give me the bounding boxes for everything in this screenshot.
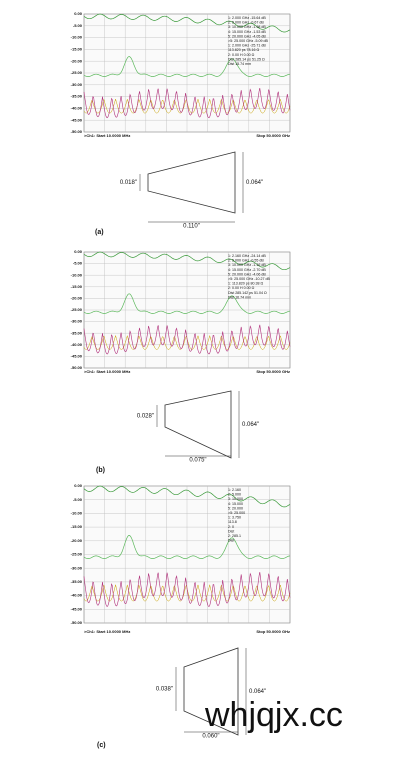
y-tick-label: -15.00 [71, 46, 83, 51]
y-tick-label: -20.00 [71, 538, 83, 543]
y-tick-label: -30.00 [71, 319, 83, 324]
dim-label: 0.064" [246, 180, 263, 186]
y-tick-label: -25.00 [71, 70, 83, 75]
y-tick-label: -30.00 [71, 82, 83, 87]
trace [83, 13, 291, 33]
marker-readout: 2: 5.000 GHz -0.67 dB [228, 21, 264, 25]
y-tick-label: -10.00 [71, 510, 83, 515]
marker-readout: Dist 15.74 mm [228, 62, 251, 66]
y-tick-label: -25.00 [71, 552, 83, 557]
marker-readout: >5: 25.000 GHz -10.27 dB [228, 277, 270, 281]
marker-readout: 3: 10.000 GHz -1.98 dB [228, 25, 266, 29]
marker-readout: 1: 2.160 [228, 488, 241, 492]
start-label: >Ch1: Start 10.0000 MHz [84, 629, 130, 634]
y-tick-label: -15.00 [71, 524, 83, 529]
stop-label: Stop 50.0000 GHz [256, 133, 290, 138]
marker-readout: 4: 15.000 [228, 502, 243, 506]
marker-readout: 113.8 [228, 520, 237, 524]
marker-readout: 2: 0.00 H 0.00 Ω [228, 286, 255, 290]
y-tick-label: -35.00 [71, 579, 83, 584]
y-tick-label: -45.00 [71, 353, 83, 358]
marker-readout: 2: 5.000 [228, 493, 241, 497]
marker-readout: Dist [228, 529, 234, 533]
dim-label: 0.018" [120, 180, 137, 186]
marker-readout: 2: 5.000 GHz -0.55 dB [228, 259, 264, 263]
marker-readout: Dist 285.14 ps 51.25 Ω [228, 57, 265, 61]
marker-readout: 3: 10.000 [228, 497, 243, 501]
marker-readout: 5: 20.000 [228, 506, 243, 510]
marker-readout: 5: 20.000 GHz -4.05 dB [228, 34, 266, 38]
marker-readout: 4: 15.000 GHz -2.70 dB [228, 268, 266, 272]
marker-readout: 4: 15.000 GHz -1.53 dB [228, 30, 266, 34]
y-tick-label: -10.00 [71, 272, 83, 277]
y-tick-label: -45.00 [71, 117, 83, 122]
y-tick-label: -30.00 [71, 565, 83, 570]
marker-readout: 2: 285.1 [228, 534, 241, 538]
y-tick-label: -5.00 [73, 261, 83, 266]
y-tick-label: -20.00 [71, 58, 83, 63]
trace [83, 535, 291, 559]
y-tick-label: -20.00 [71, 295, 83, 300]
trace [83, 324, 291, 355]
dim-label: 0.064" [242, 422, 259, 428]
y-tick-label: -35.00 [71, 94, 83, 99]
dim-label: 0.110" [183, 224, 200, 230]
marker-readout: 1: 2.160 GHz -24.14 dB [228, 254, 266, 258]
taper-outline [183, 647, 239, 736]
marker-readout: Dist [228, 539, 234, 543]
marker-readout: Dist 16.74 mm [228, 295, 251, 299]
y-tick-label: 0.00 [74, 483, 83, 488]
marker-readout: 5: 20.000 GHz -4.06 dB [228, 272, 266, 276]
marker-readout: 1: 2.000 GHz -25.71 dB [228, 44, 266, 48]
dim-label: 0.060" [202, 734, 219, 740]
y-tick-label: -25.00 [71, 307, 83, 312]
y-tick-label: -50.00 [71, 620, 83, 625]
marker-readout: 113.820 ps 78.16 Ω [228, 48, 260, 52]
panel-label: (a) [95, 229, 104, 236]
marker-readout: Dist 285.142 ps 51.04 Ω [228, 291, 267, 295]
y-tick-label: -5.00 [73, 497, 83, 502]
marker-readout: 2: 0 [228, 525, 234, 529]
y-tick-label: -40.00 [71, 593, 83, 598]
y-tick-label: -40.00 [71, 105, 83, 110]
taper-outline [164, 390, 232, 459]
marker-readout: 3: 10.000 GHz -1.16 dB [228, 263, 266, 267]
start-label: >Ch1: Start 10.0000 MHz [84, 133, 130, 138]
marker-readout: 1: 113.820 ps 80.38 Ω [228, 282, 264, 286]
marker-readout: 1: 3.750 [228, 516, 241, 520]
watermark: whjqjx.cc [204, 696, 343, 734]
y-tick-label: -10.00 [71, 35, 83, 40]
trace [83, 485, 291, 508]
taper-outline [147, 151, 236, 214]
dim-label: 0.075" [189, 458, 206, 464]
marker-readout: >5: 25.000 GHz -5.09 dB [228, 39, 268, 43]
y-tick-label: 0.00 [74, 249, 83, 254]
dim-label: 0.064" [249, 689, 266, 695]
trace [83, 251, 291, 271]
panel-label: (c) [97, 742, 106, 749]
start-label: >Ch1: Start 10.0000 MHz [84, 369, 130, 374]
marker-readout: 2: 0.00 H 0.00 Ω [228, 53, 255, 57]
trace [83, 571, 291, 607]
trace [83, 56, 291, 77]
trace [83, 293, 290, 314]
y-tick-label: 0.00 [74, 11, 83, 16]
stop-label: Stop 50.0000 GHz [256, 369, 290, 374]
y-tick-label: -50.00 [71, 365, 83, 370]
y-tick-label: -15.00 [71, 284, 83, 289]
marker-readout: >5: 25.000 [228, 511, 245, 515]
stop-label: Stop 50.0000 GHz [256, 629, 290, 634]
dim-label: 0.028" [137, 414, 154, 420]
trace [83, 88, 291, 119]
dim-label: 0.038" [156, 687, 173, 693]
y-tick-label: -40.00 [71, 342, 83, 347]
y-tick-label: -35.00 [71, 330, 83, 335]
y-tick-label: -45.00 [71, 606, 83, 611]
y-tick-label: -50.00 [71, 129, 83, 134]
marker-readout: 1: 2.000 GHz -15.64 dB [228, 16, 266, 20]
panel-label: (b) [96, 467, 105, 474]
y-tick-label: -5.00 [73, 23, 83, 28]
